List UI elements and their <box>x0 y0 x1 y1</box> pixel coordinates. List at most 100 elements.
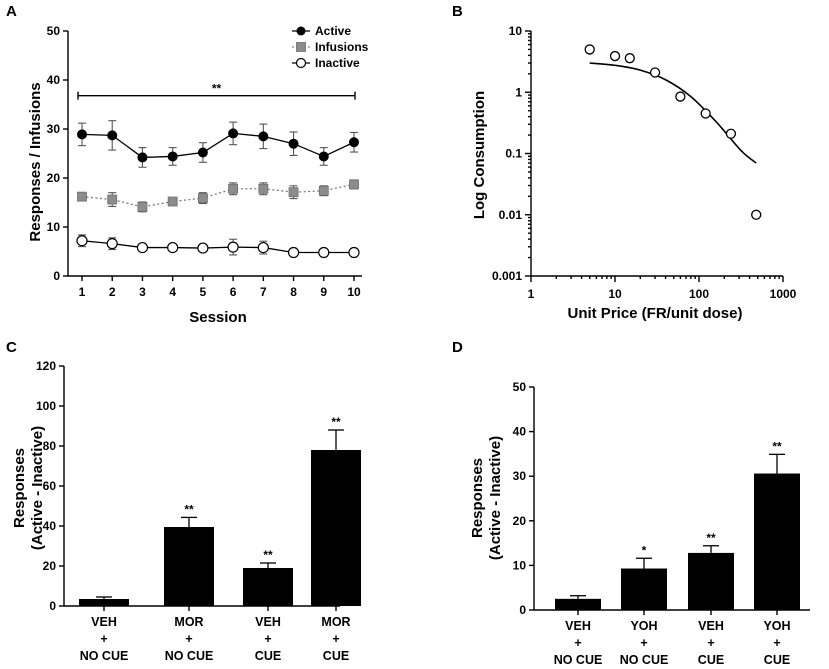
panel-c-bar <box>79 599 129 606</box>
panel-d-category-plus: + <box>574 636 581 650</box>
panel-c-bar <box>311 450 361 606</box>
panel-d-bar-group: ** <box>754 439 800 610</box>
panel-d-category-label: VEH + CUE <box>698 619 724 667</box>
panel-b-x-tick-label: 10 <box>608 287 622 301</box>
panel-a-inactive-point <box>318 246 330 259</box>
panel-c-bar-group: ** <box>311 415 361 606</box>
panel-b-y-tick-label: 10 <box>509 24 523 38</box>
panel-c-bar <box>164 527 214 606</box>
panel-a-inactive-point <box>227 241 239 253</box>
panel-b-demand-curve: B 0.001 0.01 0.1 1 10 1 10 100 1000 Log Consump… <box>452 3 797 322</box>
panel-b-y-tick-label: 0.1 <box>505 147 522 161</box>
panel-c-category-cue: NO CUE <box>80 649 129 663</box>
panel-a-y-tick-label: 0 <box>53 269 60 283</box>
panel-c-y-tick-labels: 0 20 40 60 80 100 120 <box>36 359 56 613</box>
panel-a-series-infusions <box>77 179 359 213</box>
panel-a-x-tick-label: 6 <box>230 285 237 299</box>
panel-a-active-point <box>137 152 148 163</box>
panel-c-category-plus: + <box>100 632 107 646</box>
panel-c-y-tick-label: 120 <box>36 359 56 373</box>
panel-c-category-drug: VEH <box>255 615 281 629</box>
panel-d-y-tick-label: 20 <box>513 514 527 528</box>
panel-a-x-tick-label: 7 <box>260 285 267 299</box>
panel-d-y-axis-title-line1: Responses <box>469 458 486 538</box>
panel-c-category-drug: VEH <box>91 615 117 629</box>
panel-a-active-point <box>107 130 118 141</box>
panel-a-inactive-point <box>197 242 209 254</box>
panel-d-bar <box>754 473 800 610</box>
panel-c-category-cue: CUE <box>323 649 349 663</box>
panel-a-active-point <box>167 151 178 162</box>
panel-d-category-drug: YOH <box>763 619 790 633</box>
panel-b-y-tick-labels: 0.001 0.01 0.1 1 10 <box>492 24 522 283</box>
panel-b-data-point <box>725 128 737 139</box>
panel-d-bar-group: * <box>621 543 667 610</box>
panel-d-y-tick-label: 0 <box>519 603 526 617</box>
panel-a-inactive-point <box>167 241 179 254</box>
panel-d-y-axis-title-line2: (Active - Inactive) <box>487 436 504 560</box>
panel-c-bar-group: ** <box>243 548 293 606</box>
panel-a-active-point <box>197 147 208 158</box>
panel-d-bars: ***** <box>555 439 800 610</box>
panel-a-infusions-point <box>167 196 178 207</box>
panel-a-x-tick-label: 8 <box>290 285 297 299</box>
panel-a-infusions-point <box>228 183 239 194</box>
panel-c-category-plus: + <box>264 632 271 646</box>
panel-c-category-cue: CUE <box>255 649 281 663</box>
panel-a-x-axis-title: Session <box>189 309 247 326</box>
panel-c-y-axis-title-line2: (Active - Inactive) <box>29 426 46 550</box>
panel-a-y-tick-label: 30 <box>47 122 61 136</box>
panel-b-data-point <box>649 67 661 78</box>
panel-d-bar <box>621 568 667 610</box>
panel-a-inactive-point <box>348 246 360 259</box>
panel-d-category-drug: VEH <box>698 619 724 633</box>
panel-a-x-tick-label: 5 <box>200 285 207 299</box>
legend-active-marker <box>296 26 306 36</box>
panel-d-bar <box>555 598 601 610</box>
panel-b-y-axis-title: Log Consumption <box>471 91 488 219</box>
panel-a-series-active <box>77 120 359 168</box>
panel-a-infusions-point <box>288 187 299 198</box>
panel-b-fit-curve <box>589 62 757 164</box>
panel-a-x-tick-labels: 1 2 3 4 5 6 7 8 9 10 <box>79 285 361 299</box>
panel-b-x-tick-label: 1000 <box>770 287 797 301</box>
panel-a-active-point <box>318 151 329 162</box>
panel-b-data-point <box>609 50 621 62</box>
panel-label-b: B <box>452 3 463 20</box>
panel-a-legend: Active Infusions Inactive <box>292 24 369 70</box>
panel-d-category-cue: NO CUE <box>620 653 669 667</box>
panel-d-bar-group: ** <box>688 531 734 610</box>
legend-infusions-label: Infusions <box>315 40 369 54</box>
panel-b-data-point <box>624 53 635 64</box>
panel-a-infusions-point <box>137 202 148 212</box>
panel-a-infusions-point <box>349 179 359 190</box>
legend-infusions-marker <box>296 42 306 52</box>
panel-c-category-label: VEH + NO CUE <box>80 615 129 663</box>
panel-c-category-labels: VEH + NO CUE MOR + NO CUE VEH + CUE MOR + CUE <box>80 615 351 663</box>
panel-d-category-cue: NO CUE <box>554 653 603 667</box>
panel-c-y-tick-label: 80 <box>43 439 57 453</box>
panel-a-axes <box>63 30 362 281</box>
panel-a-inactive-point <box>76 235 88 247</box>
panel-b-x-tick-label: 100 <box>689 287 709 301</box>
panel-b-x-tick-label: 1 <box>528 287 535 301</box>
panel-b-x-tick-labels: 1 10 100 1000 <box>528 287 797 301</box>
panel-c-y-tick-label: 60 <box>43 479 57 493</box>
panel-d-y-tick-label: 50 <box>513 380 527 394</box>
panel-a-infusions-line <box>81 183 355 208</box>
panel-d-significance-label: ** <box>772 439 782 453</box>
panel-a-y-axis-title: Responses / Infusions <box>27 82 44 241</box>
panel-d-category-label: VEH + NO CUE <box>554 619 603 667</box>
panel-c-category-drug: MOR <box>321 615 350 629</box>
panel-a-y-tick-label: 40 <box>47 73 61 87</box>
legend-active-label: Active <box>315 24 351 38</box>
panel-a-inactive-line <box>81 240 354 254</box>
panel-d-y-tick-label: 40 <box>513 425 527 439</box>
panel-c-bar-chart: C 0 20 40 60 80 100 120 Responses (Active - In… <box>6 339 361 663</box>
panel-a-infusions-point <box>197 193 208 203</box>
panel-d-bar <box>688 552 734 610</box>
panel-d-y-tick-labels: 0 10 20 30 40 50 <box>513 380 527 617</box>
panel-a-inactive-point <box>287 246 300 259</box>
panel-c-category-label: MOR + CUE <box>321 615 350 663</box>
